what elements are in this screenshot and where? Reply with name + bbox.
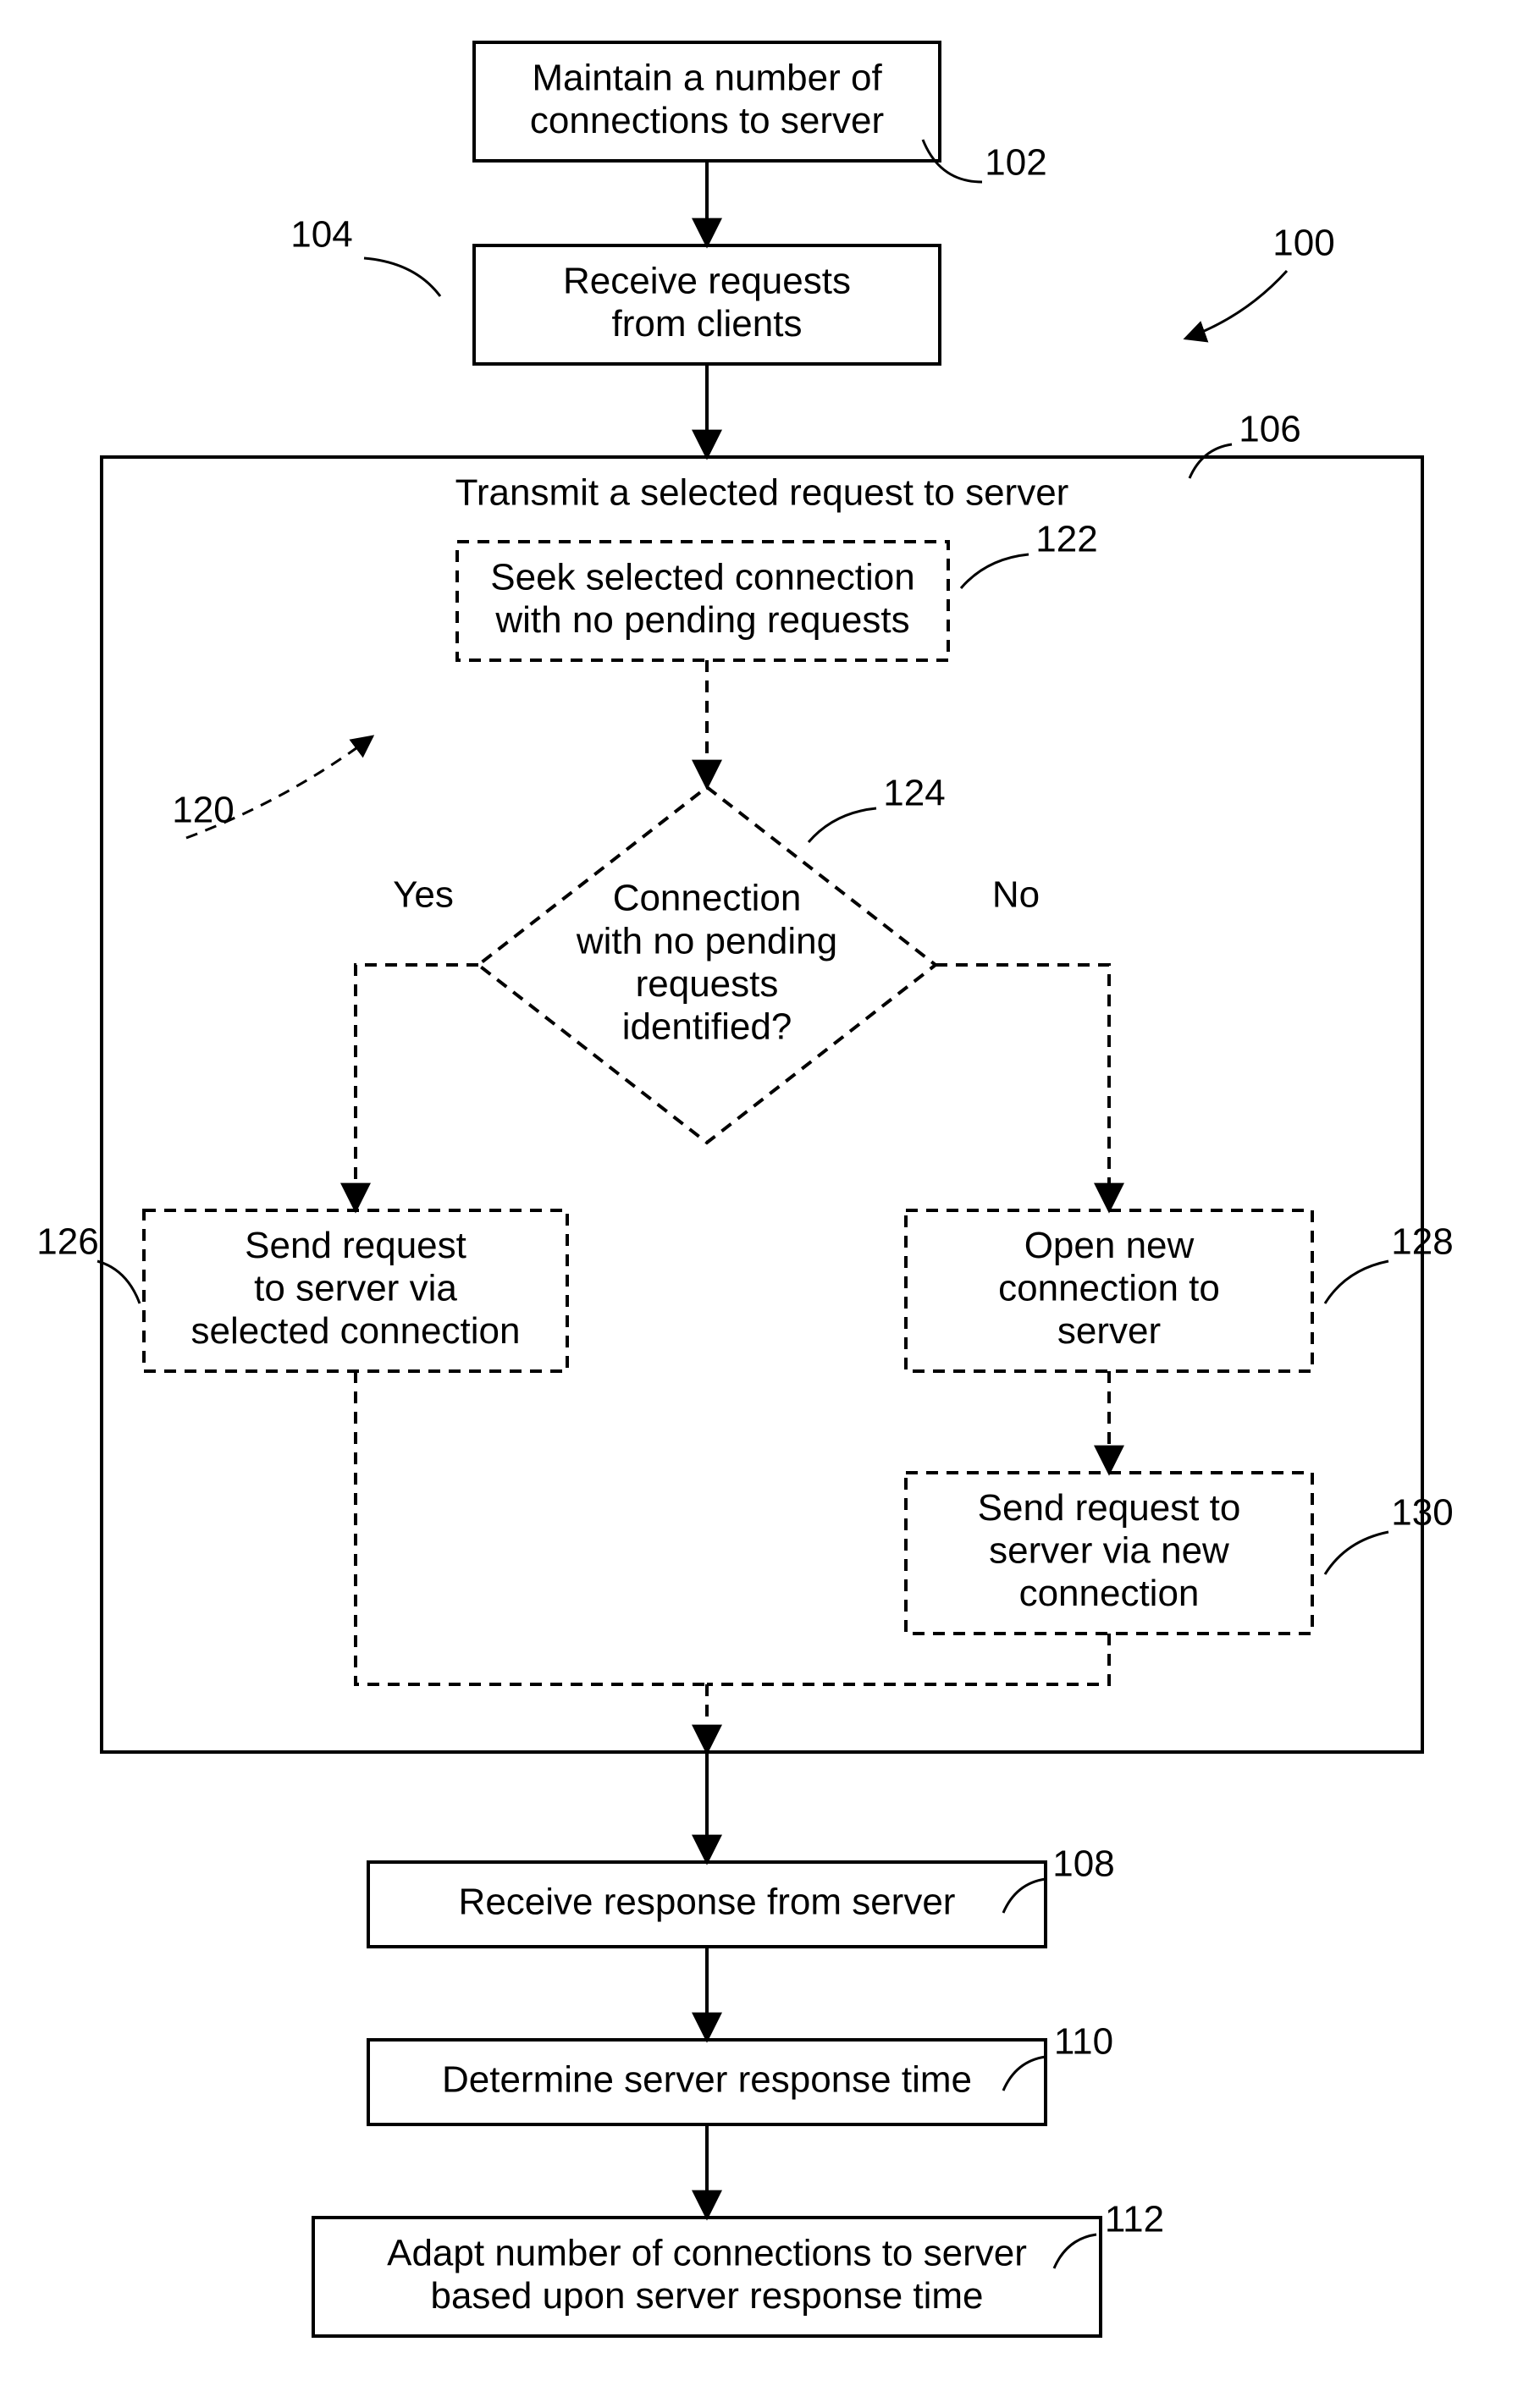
ref-106: 106 bbox=[1239, 409, 1300, 450]
node-title: Transmit a selected request to server bbox=[455, 472, 1069, 514]
node-104-line: from clients bbox=[612, 303, 803, 344]
ref-122: 122 bbox=[1035, 519, 1097, 560]
node-130-line: server via new bbox=[989, 1530, 1229, 1572]
node-128-line: connection to bbox=[998, 1268, 1220, 1309]
node-102: Maintain a number ofconnections to serve… bbox=[474, 42, 940, 161]
node-126-line: to server via bbox=[254, 1268, 457, 1309]
node-102-line: connections to server bbox=[530, 100, 884, 141]
ref-128: 128 bbox=[1391, 1221, 1453, 1263]
node-124-line: identified? bbox=[622, 1006, 792, 1048]
node-104-line: Receive requests bbox=[563, 260, 851, 301]
node-124-line: Connection bbox=[613, 878, 802, 919]
node-104: Receive requestsfrom clients bbox=[474, 245, 940, 364]
node-128: Open newconnection toserver bbox=[906, 1210, 1312, 1371]
node-128-line: server bbox=[1057, 1310, 1161, 1352]
node-112-line: based upon server response time bbox=[430, 2275, 983, 2317]
ref-110: 110 bbox=[1054, 2021, 1113, 2063]
ref-arrow bbox=[1185, 271, 1287, 339]
ref-102: 102 bbox=[985, 142, 1046, 184]
node-130: Send request toserver via newconnection bbox=[906, 1473, 1312, 1634]
ref-108: 108 bbox=[1052, 1843, 1114, 1885]
node-110: Determine server response time bbox=[368, 2040, 1046, 2124]
ref-120: 120 bbox=[172, 790, 234, 831]
node-128-line: Open new bbox=[1024, 1225, 1195, 1266]
flowchart-canvas: Transmit a selected request to server See… bbox=[0, 0, 1529, 2408]
ref-126: 126 bbox=[36, 1221, 98, 1263]
node-130-line: Send request to bbox=[978, 1487, 1241, 1529]
node-122-line: Seek selected connection bbox=[490, 556, 914, 598]
ref-130: 130 bbox=[1391, 1492, 1453, 1534]
node-122: Seek selected connectionwith no pending … bbox=[457, 542, 948, 660]
node-112: Adapt number of connections to serverbas… bbox=[313, 2218, 1101, 2336]
node-126: Send requestto server viaselected connec… bbox=[144, 1210, 567, 1371]
ref-112: 112 bbox=[1105, 2199, 1164, 2240]
node-122-line: with no pending requests bbox=[494, 599, 909, 641]
node-112-line: Adapt number of connections to server bbox=[387, 2232, 1027, 2273]
node-108-line: Receive response from server bbox=[459, 1882, 956, 1923]
node-126-line: Send request bbox=[245, 1225, 466, 1266]
edge-label: No bbox=[992, 874, 1040, 916]
node-130-line: connection bbox=[1019, 1573, 1200, 1614]
ref-leader bbox=[364, 258, 440, 296]
ref-124: 124 bbox=[883, 773, 945, 814]
node-124-line: requests bbox=[636, 963, 779, 1005]
node-102-line: Maintain a number of bbox=[532, 57, 882, 98]
ref-100: 100 bbox=[1272, 223, 1334, 264]
node-126-line: selected connection bbox=[191, 1310, 521, 1352]
ref-104: 104 bbox=[290, 214, 352, 256]
node-124-line: with no pending bbox=[576, 920, 837, 962]
node-108: Receive response from server bbox=[368, 1862, 1046, 1947]
node-110-line: Determine server response time bbox=[442, 2059, 972, 2101]
edge-label: Yes bbox=[393, 874, 454, 916]
